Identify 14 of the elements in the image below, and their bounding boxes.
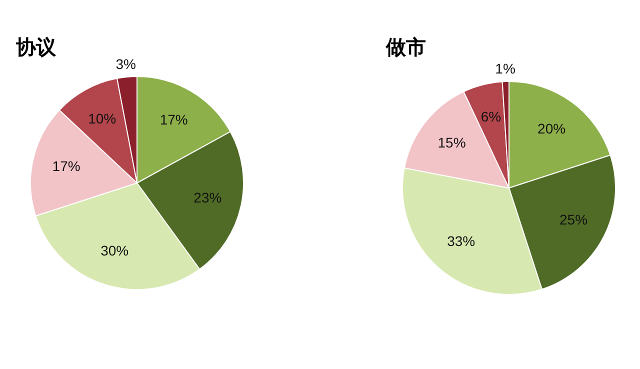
data-label: 10% — [88, 110, 116, 126]
chart-title: 协议 — [16, 34, 56, 61]
data-label: 33% — [447, 233, 476, 250]
chart-title: 做市 — [386, 34, 426, 61]
data-label: 23% — [194, 190, 222, 206]
data-label: 3% — [116, 56, 136, 72]
data-label: 15% — [438, 134, 466, 150]
data-label: 30% — [100, 242, 129, 259]
data-label: 17% — [52, 158, 80, 174]
data-label: 25% — [560, 212, 588, 228]
data-label: 17% — [160, 112, 188, 128]
data-label: 20% — [538, 120, 566, 136]
data-label: 6% — [480, 108, 502, 125]
data-label: 1% — [495, 60, 516, 76]
